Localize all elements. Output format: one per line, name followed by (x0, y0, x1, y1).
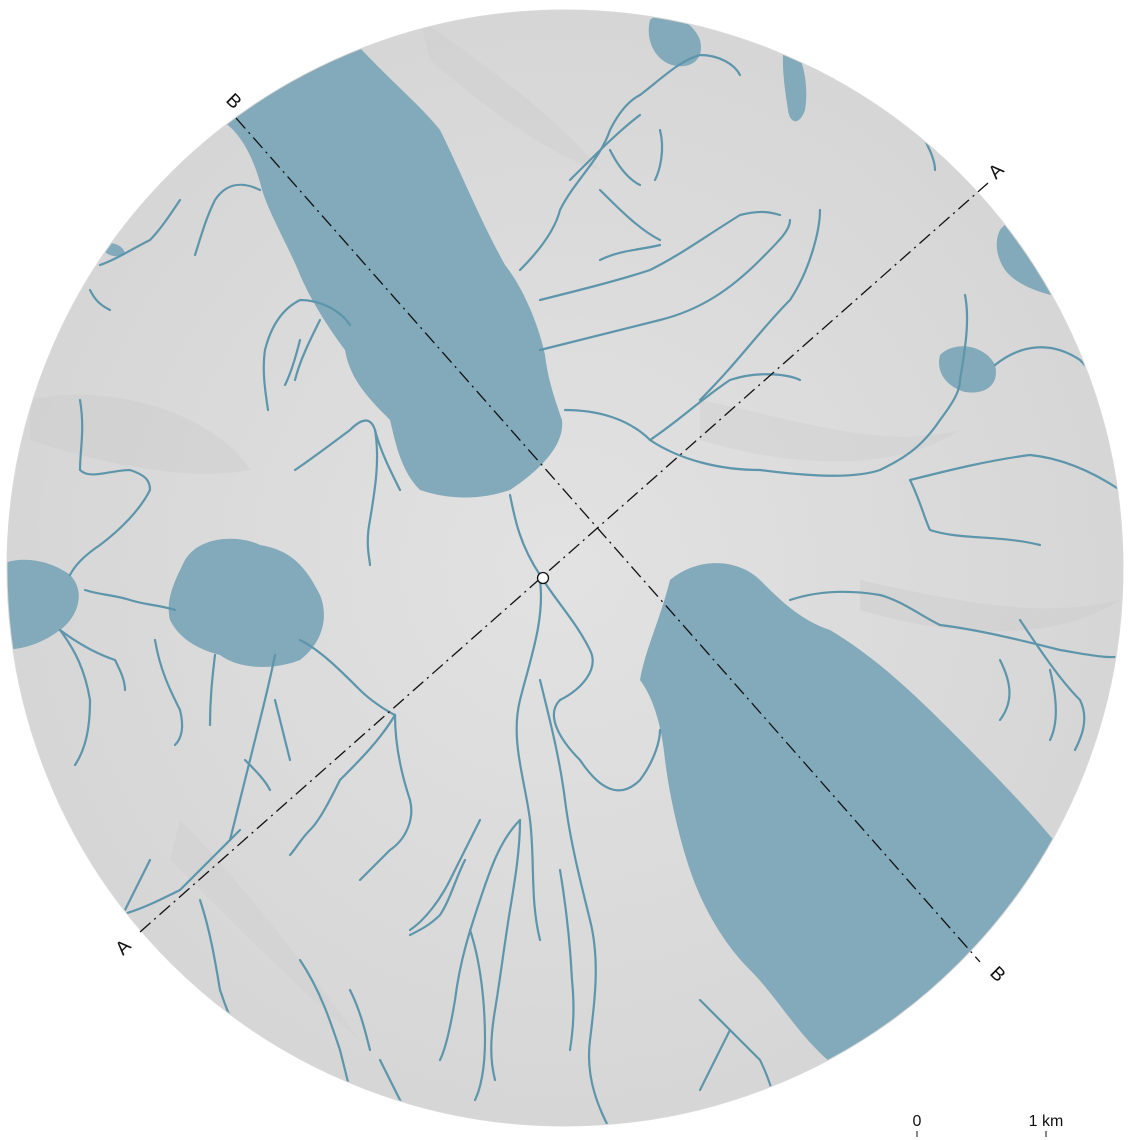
map-content (7, 10, 1123, 1126)
scale-start-label: 0 (913, 1113, 922, 1130)
section-line-b[interactable] (235, 117, 981, 963)
water-bodies (7, 15, 1090, 1070)
section-line-a[interactable] (139, 182, 989, 933)
lake-north-west (220, 48, 563, 498)
pond-east-small (939, 346, 996, 393)
pond-west (168, 538, 324, 667)
scale-end-label: 1 km (1029, 1113, 1064, 1130)
section-a-start-label: A (112, 936, 136, 960)
center-point-marker[interactable] (536, 571, 550, 585)
map-boundary (6, 9, 1124, 1127)
section-lines (139, 117, 989, 963)
section-b-end-label: B (985, 963, 1009, 987)
scale-bar: 0 1 km (913, 1113, 1064, 1137)
section-b-start-label: B (221, 90, 245, 114)
pond-north (648, 15, 701, 67)
section-a-end-label: A (985, 160, 1009, 184)
hillshade (30, 20, 1120, 1040)
pond-far-west (7, 559, 79, 650)
rivers (58, 53, 1123, 1126)
lake-south-east (640, 563, 1070, 1070)
